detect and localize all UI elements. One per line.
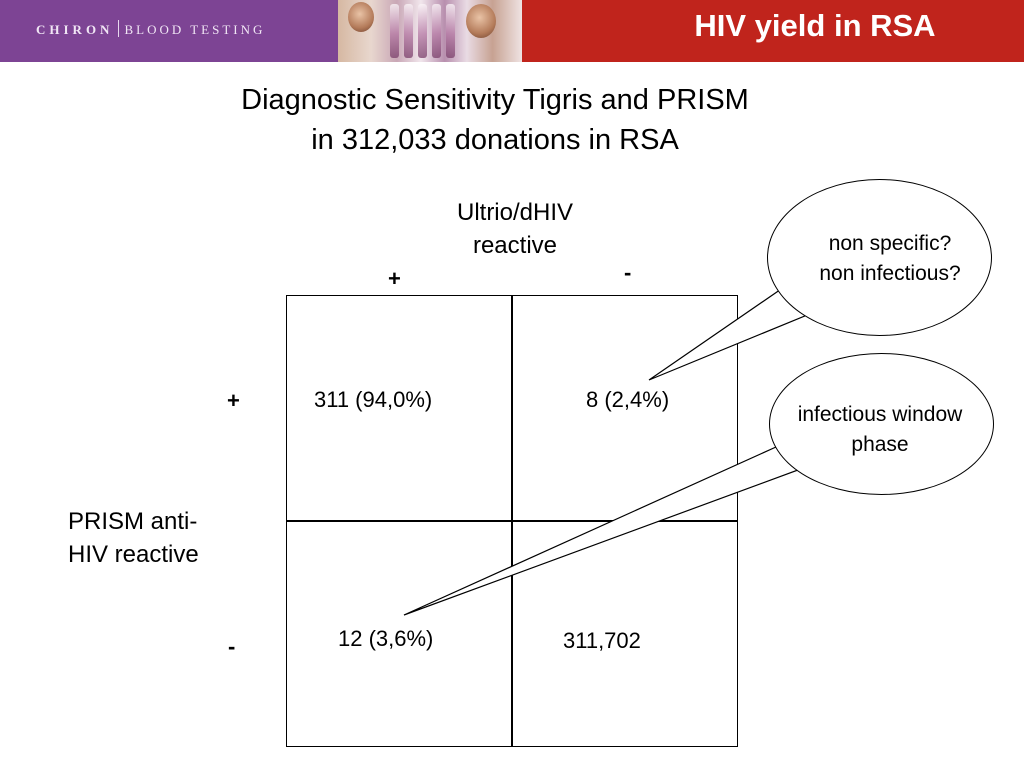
header-photo-test-tube: [390, 4, 399, 58]
value-prism-pos-ultrio-pos: 311 (94,0%): [314, 387, 433, 412]
subtitle-line-2: in 312,033 donations in RSA: [311, 124, 679, 156]
window-callout-line-1: infectious window: [797, 403, 963, 426]
row-header-line-2: HIV reactive: [68, 541, 199, 568]
window-callout: infectious window phase: [772, 400, 988, 460]
column-header-line-2: reactive: [472, 232, 558, 259]
slide-title: HIV yield in RSA: [694, 8, 936, 43]
row-header: PRISM anti- HIV reactive: [68, 505, 199, 571]
header-photo-test-tube: [446, 4, 455, 58]
header-photo-test-tube: [404, 4, 413, 58]
row-header-line-1: PRISM anti-: [68, 508, 198, 535]
row-positive-label: +: [227, 388, 240, 413]
brand-tagline: BLOOD TESTING: [124, 22, 266, 37]
column-header: Ultrio/dHIV reactive: [415, 196, 615, 262]
subtitle-line-1: Diagnostic Sensitivity Tigris and PRISM: [241, 84, 749, 116]
window-callout-line-2: phase: [851, 433, 909, 456]
header-photo-test-tube: [432, 4, 441, 58]
column-positive-label: +: [388, 266, 401, 291]
column-negative-label: -: [624, 260, 632, 285]
nonspecific-callout: non specific? non infectious?: [790, 229, 990, 289]
table-cell-neg-pos: [286, 520, 513, 747]
header-photo-person-left: [348, 2, 374, 32]
value-prism-neg-ultrio-neg: 311,702: [563, 628, 641, 653]
header-photo-test-tube: [418, 4, 427, 58]
value-prism-pos-ultrio-neg: 8 (2,4%): [586, 387, 670, 412]
window-callout-bubble: [769, 353, 994, 495]
title-bar: HIV yield in RSA: [522, 0, 1024, 62]
nonspecific-callout-bubble: [767, 179, 992, 336]
brand-bar: CHIRON BLOOD TESTING: [0, 0, 338, 62]
brand-divider: [118, 20, 120, 37]
nonspecific-callout-line-1: non specific?: [828, 232, 952, 255]
brand-name: CHIRON: [36, 22, 114, 37]
header-photo: [338, 0, 522, 62]
column-header-line-1: Ultrio/dHIV: [456, 199, 574, 226]
header-photo-person-right: [466, 4, 496, 38]
table-cell-pos-pos: [286, 295, 513, 522]
contingency-table: [286, 295, 738, 747]
nonspecific-callout-line-2: non infectious?: [819, 262, 961, 285]
chiron-logo: CHIRON BLOOD TESTING: [36, 20, 265, 38]
value-prism-neg-ultrio-pos: 12 (3,6%): [338, 626, 434, 651]
slide-subtitle: Diagnostic Sensitivity Tigris and PRISM …: [150, 80, 840, 160]
slide-header: CHIRON BLOOD TESTING HIV yield in RSA: [0, 0, 1024, 62]
row-negative-label: -: [228, 634, 236, 659]
